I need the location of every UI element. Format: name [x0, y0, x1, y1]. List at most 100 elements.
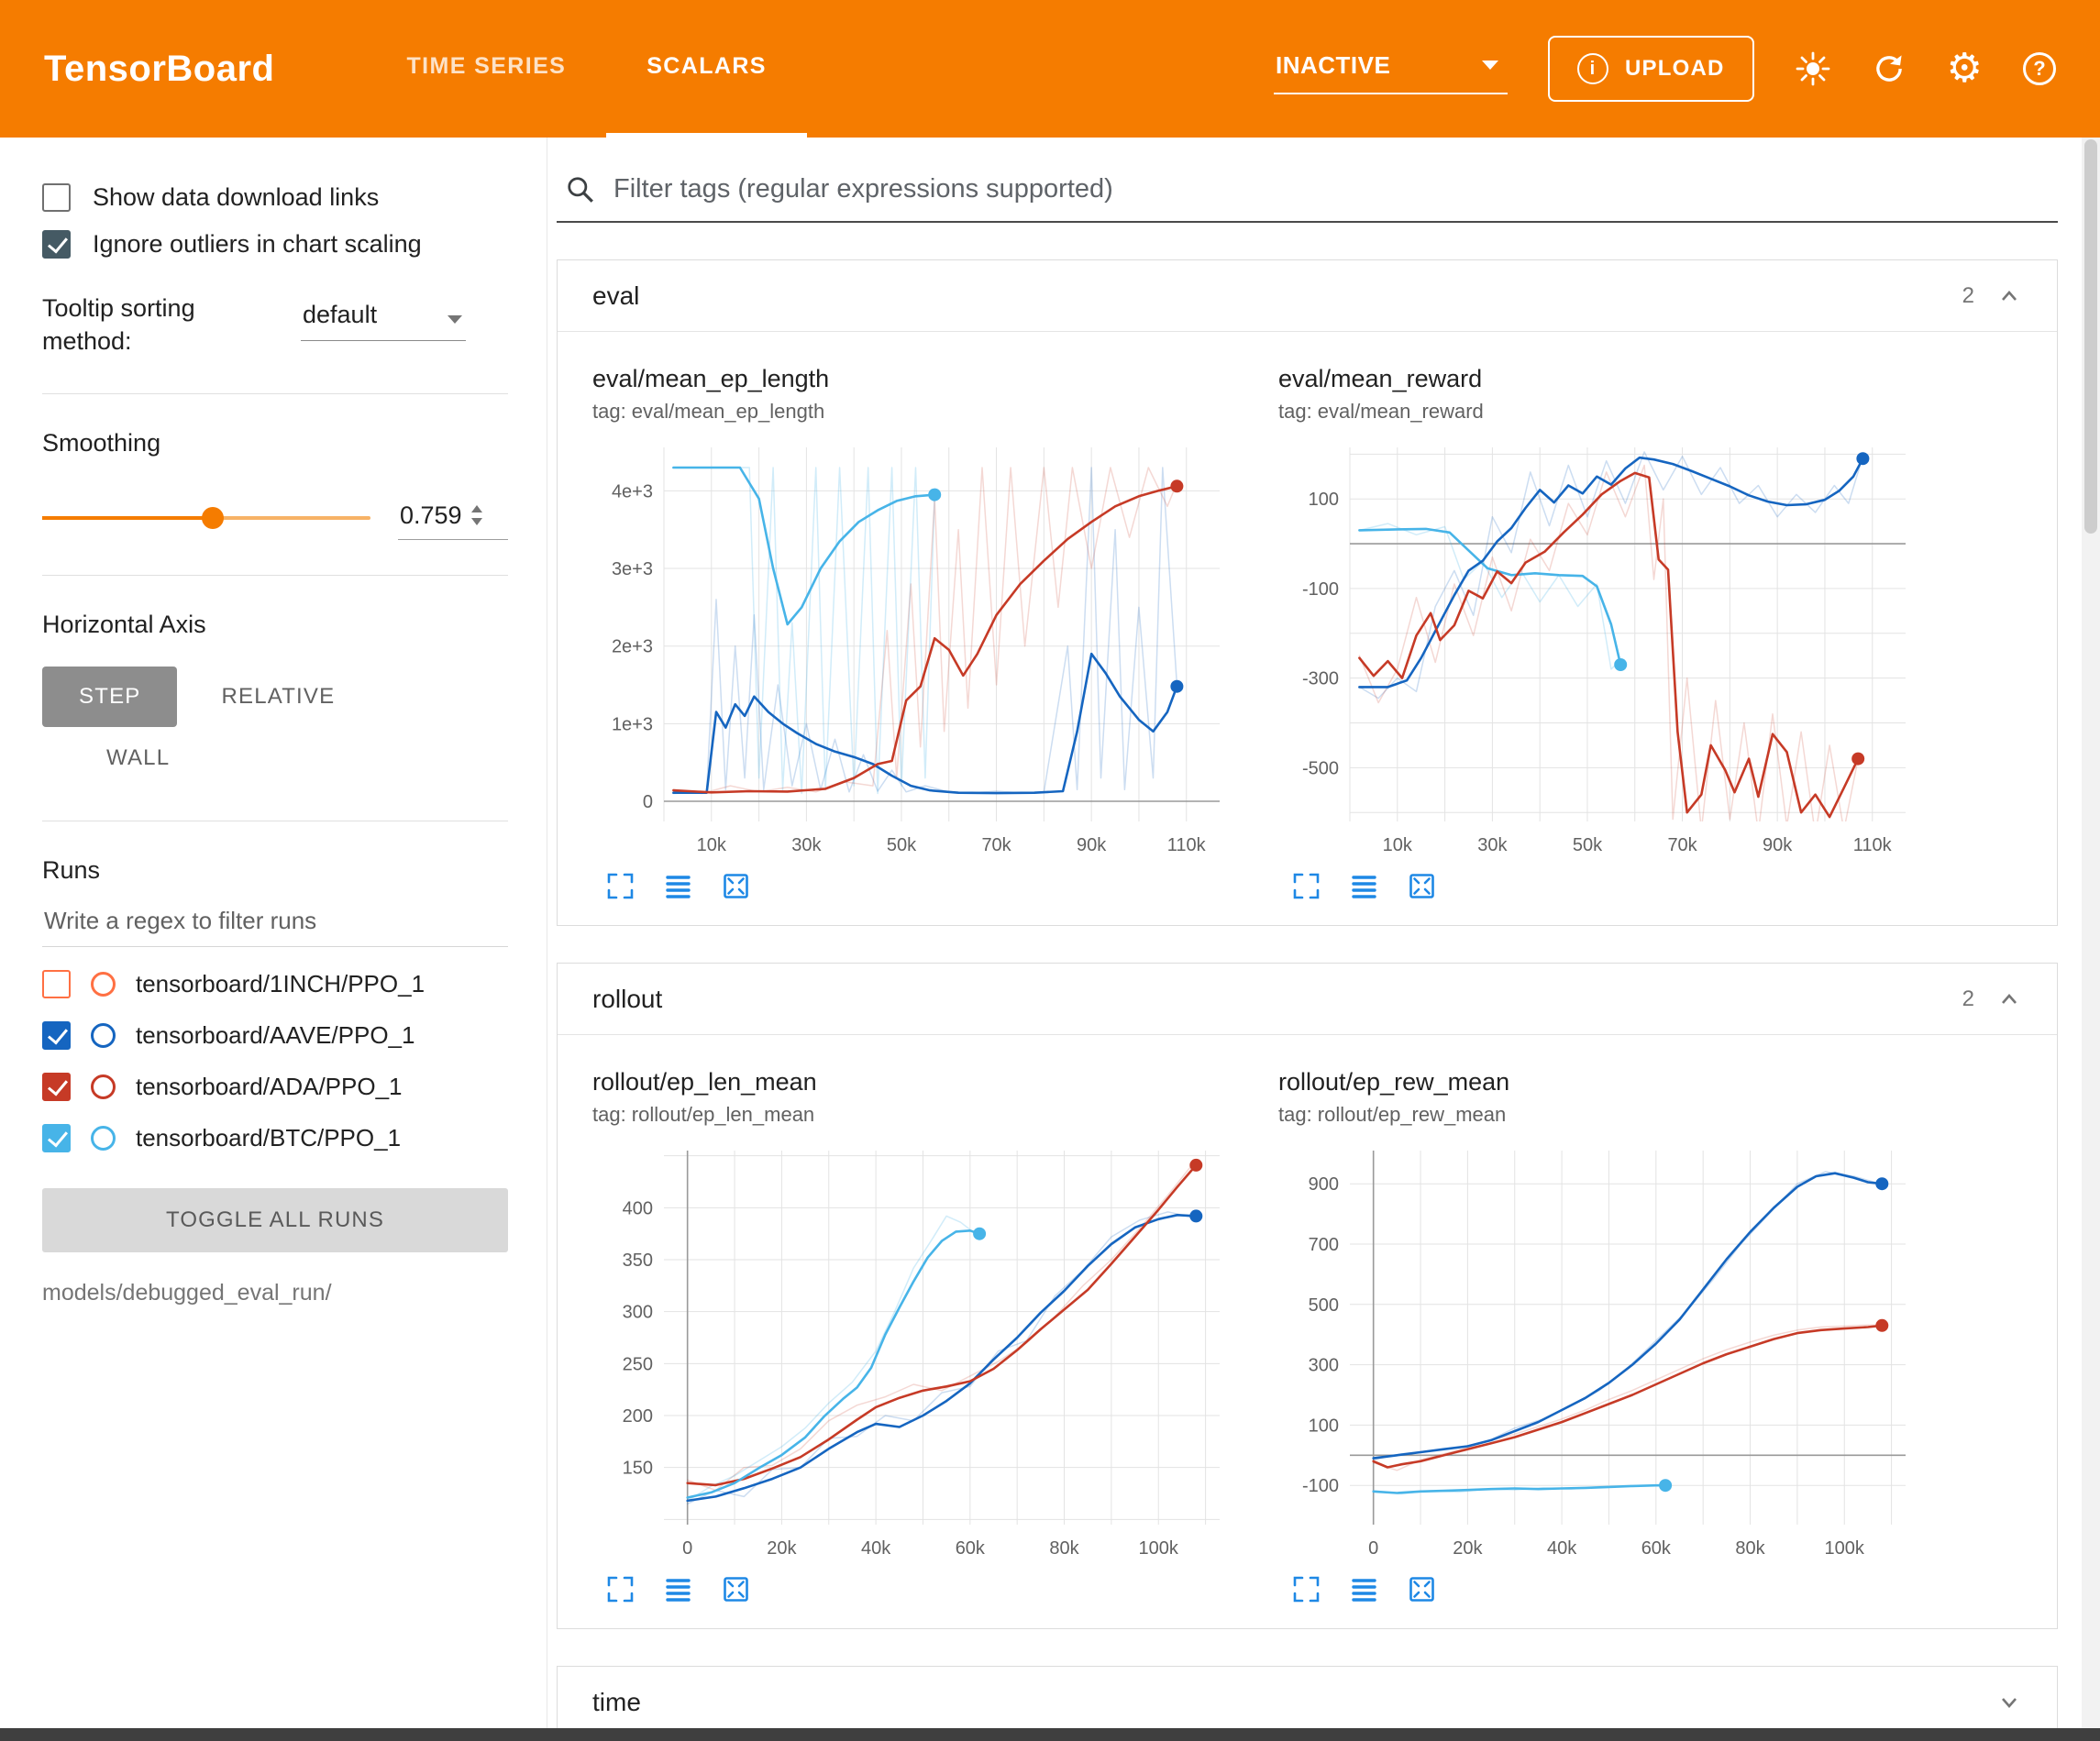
svg-text:0: 0: [643, 792, 653, 812]
fit-domain-icon[interactable]: [721, 1574, 751, 1604]
horizontal-axis-buttons-row2: WALL: [101, 731, 508, 786]
smoothing-label: Smoothing: [42, 428, 161, 457]
help-icon[interactable]: ?: [2023, 52, 2056, 85]
section-header-rollout[interactable]: rollout 2: [558, 964, 2057, 1035]
section-title: rollout: [592, 984, 663, 1013]
line-chart[interactable]: 0 20k 40k 60k 80k 100k -100 100 300 500 700 900: [1278, 1136, 1920, 1567]
chart-rollout-ep-rew-mean: rollout/ep_rew_mean tag: rollout/ep_rew_…: [1278, 1068, 1920, 1604]
run-label: tensorboard/AAVE/PPO_1: [136, 1020, 415, 1049]
svg-text:4e+3: 4e+3: [612, 481, 653, 501]
fit-domain-icon[interactable]: [721, 871, 751, 901]
chart-rollout-ep-len-mean: rollout/ep_len_mean tag: rollout/ep_len_…: [592, 1068, 1234, 1604]
horizontal-axis-label: Horizontal Axis: [42, 610, 206, 638]
chart-toolbar: [1278, 1574, 1920, 1604]
svg-text:3e+3: 3e+3: [612, 559, 653, 579]
run-checkbox[interactable]: [42, 1123, 71, 1152]
header-actions: INACTIVE i UPLOAD: [1274, 0, 2100, 138]
scrollbar-thumb[interactable]: [2084, 139, 2097, 534]
app-title: TensorBoard: [44, 48, 275, 89]
section-header-eval[interactable]: eval 2: [558, 260, 2057, 332]
step-down-icon[interactable]: [470, 518, 482, 526]
svg-text:90k: 90k: [1077, 835, 1107, 855]
data-table-icon[interactable]: [1349, 1574, 1379, 1604]
line-chart[interactable]: 10k 30k 50k 70k 90k 110k 100 -100 -300 -500: [1278, 433, 1920, 864]
axis-step-button[interactable]: STEP: [42, 666, 178, 727]
expand-chart-icon[interactable]: [1291, 871, 1321, 901]
expand-chart-icon[interactable]: [605, 1574, 636, 1604]
run-checkbox[interactable]: [42, 969, 71, 998]
data-table-icon[interactable]: [1349, 871, 1379, 901]
ignore-outliers-checkbox[interactable]: [42, 230, 71, 259]
section-card-eval: eval 2 eval/mean_ep_length tag: eval/mea…: [557, 259, 2058, 926]
settings-gear-icon[interactable]: ⚙: [1946, 46, 1983, 91]
chart-toolbar: [592, 1574, 1234, 1604]
dashboard-main: eval 2 eval/mean_ep_length tag: eval/mea…: [547, 138, 2082, 1728]
stepper-icons[interactable]: [470, 505, 482, 526]
line-chart[interactable]: 10k 30k 50k 70k 90k 110k 0 1e+3 2e+3 3e+3 4e+3: [592, 433, 1234, 864]
fit-domain-icon[interactable]: [1407, 871, 1437, 901]
toggle-all-runs-button[interactable]: TOGGLE ALL RUNS: [42, 1187, 508, 1252]
svg-text:50k: 50k: [887, 835, 917, 855]
chevron-up-icon[interactable]: [1996, 986, 2022, 1012]
chart-title: rollout/ep_rew_mean: [1278, 1068, 1510, 1096]
status-dropdown[interactable]: INACTIVE: [1274, 44, 1508, 94]
chevron-up-icon[interactable]: [1996, 283, 2022, 309]
data-table-icon[interactable]: [663, 1574, 693, 1604]
show-download-links-row[interactable]: Show data download links: [42, 183, 508, 212]
svg-text:400: 400: [623, 1198, 653, 1218]
step-up-icon[interactable]: [470, 505, 482, 513]
run-item-aave[interactable]: tensorboard/AAVE/PPO_1: [42, 1020, 508, 1050]
svg-text:60k: 60k: [1641, 1538, 1672, 1559]
ignore-outliers-row[interactable]: Ignore outliers in chart scaling: [42, 230, 508, 259]
svg-text:300: 300: [1309, 1356, 1339, 1376]
data-table-icon[interactable]: [663, 871, 693, 901]
run-label: tensorboard/ADA/PPO_1: [136, 1072, 403, 1100]
run-checkbox[interactable]: [42, 1072, 71, 1101]
svg-text:100: 100: [1309, 1416, 1339, 1436]
expand-chart-icon[interactable]: [1291, 1574, 1321, 1604]
svg-text:40k: 40k: [861, 1538, 891, 1559]
show-download-links-checkbox[interactable]: [42, 183, 71, 212]
upload-button[interactable]: i UPLOAD: [1548, 36, 1754, 102]
tooltip-sorting-row: Tooltip sorting method: default: [42, 292, 508, 358]
chart-eval-mean-ep-length: eval/mean_ep_length tag: eval/mean_ep_le…: [592, 365, 1234, 901]
line-chart[interactable]: 0 20k 40k 60k 80k 100k 150 200 250 300 350 400: [592, 1136, 1234, 1567]
axis-wall-button[interactable]: WALL: [101, 731, 175, 786]
run-item-btc[interactable]: tensorboard/BTC/PPO_1: [42, 1123, 508, 1152]
svg-text:0: 0: [682, 1538, 692, 1559]
svg-text:-100: -100: [1302, 1476, 1339, 1496]
smoothing-value: 0.759: [400, 501, 462, 529]
runs-filter-input[interactable]: [42, 895, 508, 947]
run-item-ada[interactable]: tensorboard/ADA/PPO_1: [42, 1072, 508, 1101]
expand-chart-icon[interactable]: [605, 871, 636, 901]
refresh-icon[interactable]: [1872, 51, 1907, 86]
smoothing-slider[interactable]: [42, 506, 370, 529]
settings-sidebar: Show data download links Ignore outliers…: [0, 138, 547, 1728]
tab-time-series[interactable]: TIME SERIES: [406, 53, 567, 79]
tab-scalars[interactable]: SCALARS: [606, 0, 807, 138]
tag-filter-input[interactable]: [613, 174, 2052, 204]
vertical-scrollbar[interactable]: [2082, 138, 2100, 1728]
tooltip-sorting-select[interactable]: default: [301, 292, 466, 341]
svg-text:2e+3: 2e+3: [612, 637, 653, 657]
ignore-outliers-label: Ignore outliers in chart scaling: [93, 230, 422, 258]
slider-thumb[interactable]: [202, 506, 225, 529]
search-icon: [568, 176, 593, 203]
svg-text:100k: 100k: [1139, 1538, 1179, 1559]
runs-base-directory: models/debugged_eval_run/: [42, 1279, 332, 1306]
run-label: tensorboard/1INCH/PPO_1: [136, 969, 426, 997]
fit-domain-icon[interactable]: [1407, 1574, 1437, 1604]
run-item-1inch[interactable]: tensorboard/1INCH/PPO_1: [42, 969, 508, 998]
svg-text:300: 300: [623, 1303, 653, 1323]
chart-title: eval/mean_reward: [1278, 365, 1483, 392]
chevron-down-icon[interactable]: [1996, 1690, 2022, 1715]
brightness-icon[interactable]: [1795, 50, 1831, 87]
section-header-time[interactable]: time: [558, 1667, 2057, 1728]
smoothing-value-field[interactable]: 0.759: [398, 496, 508, 540]
axis-relative-button[interactable]: RELATIVE: [216, 669, 340, 724]
run-checkbox[interactable]: [42, 1020, 71, 1050]
svg-text:-100: -100: [1302, 579, 1339, 600]
section-card-time: time: [557, 1666, 2058, 1728]
svg-text:20k: 20k: [767, 1538, 797, 1559]
chart-toolbar: [592, 871, 1234, 901]
